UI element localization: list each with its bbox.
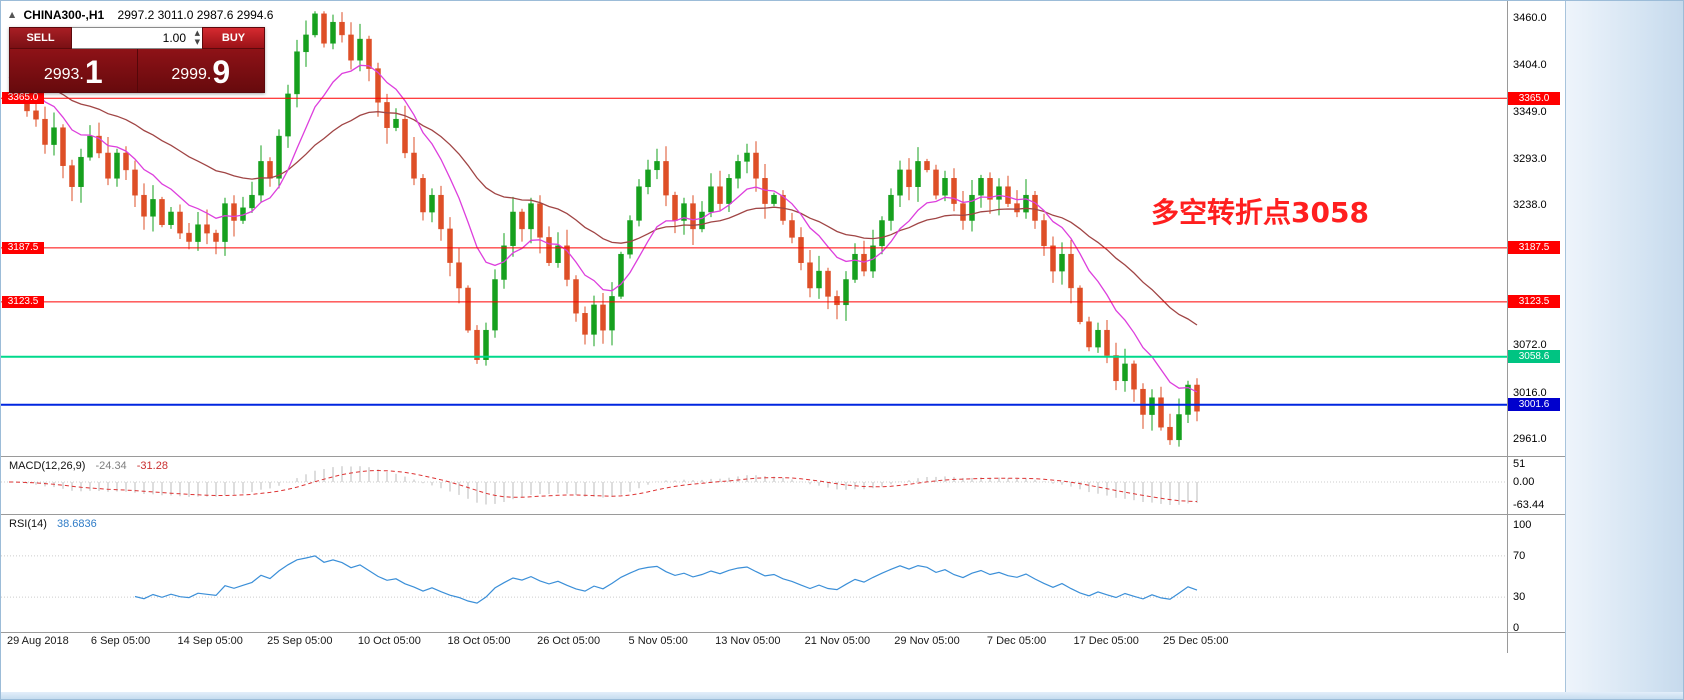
rsi-name: RSI(14)	[9, 518, 47, 530]
volume-input[interactable]: 1.00 ▲ ▼	[72, 27, 202, 49]
sell-price[interactable]: 2993. 1	[10, 49, 137, 92]
trade-controls-row: SELL 1.00 ▲ ▼ BUY	[9, 27, 265, 49]
sell-price-big-digit: 1	[84, 54, 103, 91]
sell-button[interactable]: SELL	[9, 27, 72, 49]
volume-down-button[interactable]: ▼	[194, 38, 200, 46]
rsi-label: RSI(14) 38.6836	[9, 518, 97, 530]
time-axis[interactable]	[1, 633, 1507, 653]
macd-name: MACD(12,26,9)	[9, 460, 86, 472]
volume-spinner: ▲ ▼	[195, 29, 200, 47]
window-bottom-border	[1, 692, 1683, 699]
one-click-trading-panel: SELL 1.00 ▲ ▼ BUY 2993. 1 2999. 9	[9, 27, 265, 93]
buy-price-big-digit: 9	[212, 54, 231, 91]
symbol-timeframe-label: CHINA300-,H1	[23, 8, 105, 22]
buy-button[interactable]: BUY	[202, 27, 265, 49]
buy-price[interactable]: 2999. 9	[136, 49, 265, 92]
macd-label: MACD(12,26,9) -24.34 -31.28	[9, 460, 168, 472]
volume-up-button[interactable]: ▲	[194, 29, 200, 37]
sell-price-main: 2993.	[43, 66, 84, 84]
window-right-margin	[1565, 1, 1683, 699]
macd-signal-value: -31.28	[136, 460, 168, 472]
price-axis[interactable]	[1507, 1, 1565, 653]
buy-price-main: 2999.	[171, 66, 212, 84]
collapse-trade-panel-icon[interactable]: ▲	[9, 10, 16, 19]
rsi-value: 38.6836	[56, 518, 97, 530]
trade-prices-row: 2993. 1 2999. 9	[9, 49, 265, 93]
trend-annotation: 多空转折点3058	[1151, 196, 1369, 229]
chart-header: ▲ CHINA300-,H1 2997.2 3011.0 2987.6 2994…	[9, 8, 273, 22]
macd-main-value: -24.34	[95, 460, 127, 472]
ohlc-values: 2997.2 3011.0 2987.6 2994.6	[117, 8, 274, 22]
volume-value: 1.00	[162, 31, 186, 45]
